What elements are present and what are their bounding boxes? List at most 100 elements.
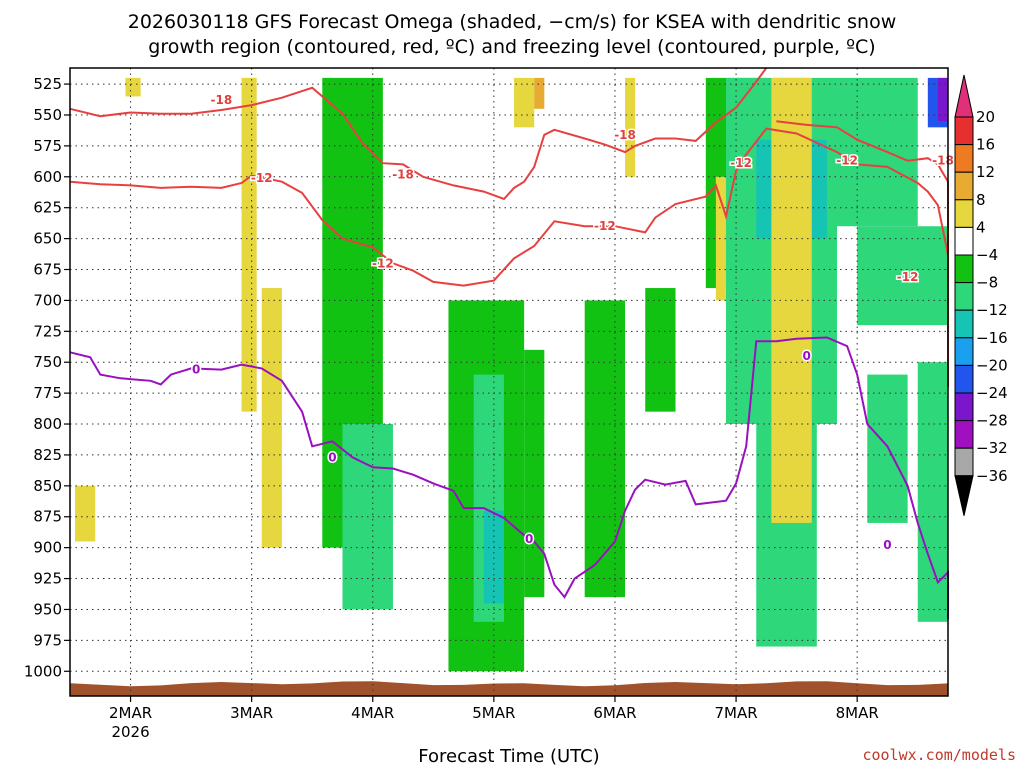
colorbar-label-9: −20 bbox=[976, 356, 1008, 374]
x-tick-label-8MAR: 8MAR bbox=[836, 704, 879, 722]
omega-region-27 bbox=[534, 77, 545, 109]
chart-title-line2: growth region (contoured, red, ºC) and f… bbox=[148, 36, 875, 58]
omega-region-18 bbox=[917, 362, 948, 622]
y-tick-label-900: 900 bbox=[33, 539, 62, 557]
colorbar-label-13: −36 bbox=[976, 467, 1008, 485]
colorbar-swatch-6 bbox=[954, 282, 974, 311]
omega-region-17 bbox=[867, 374, 908, 523]
y-tick-label-650: 650 bbox=[33, 230, 62, 248]
colorbar-label-5: −4 bbox=[976, 246, 998, 264]
y-tick-label-925: 925 bbox=[33, 570, 62, 588]
colorbar-swatch-7 bbox=[954, 309, 974, 339]
omega-region-21 bbox=[241, 77, 257, 412]
contour-label-12: 0 bbox=[525, 532, 533, 546]
contour-label-10: 0 bbox=[192, 363, 200, 377]
colorbar-swatch-11 bbox=[954, 420, 974, 449]
omega-region-8 bbox=[857, 226, 948, 326]
x-tick-label-2MAR: 2MAR bbox=[109, 704, 152, 722]
contour-label-8: -12 bbox=[836, 154, 858, 168]
omega-region-16 bbox=[645, 288, 676, 412]
colorbar-swatch-9 bbox=[954, 364, 974, 394]
colorbar-label-4: 4 bbox=[976, 218, 986, 236]
y-tick-label-800: 800 bbox=[33, 415, 62, 433]
colorbar-label-6: −8 bbox=[976, 274, 998, 292]
contour-label-9: -12 bbox=[897, 270, 919, 284]
omega-region-15 bbox=[524, 349, 545, 598]
colorbar-label-12: −32 bbox=[976, 439, 1008, 457]
x-tick-label-4MAR: 4MAR bbox=[351, 704, 394, 722]
y-tick-label-775: 775 bbox=[33, 384, 62, 402]
y-tick-label-975: 975 bbox=[33, 631, 62, 649]
contour-line-2 bbox=[69, 127, 949, 387]
y-tick-label-675: 675 bbox=[33, 261, 62, 279]
colorbar-swatch-10 bbox=[954, 392, 974, 422]
contour-label-6: -12 bbox=[594, 219, 616, 233]
x-tick-label-3MAR: 3MAR bbox=[230, 704, 273, 722]
omega-region-23 bbox=[625, 77, 636, 177]
colorbar-swatch-3 bbox=[954, 199, 974, 228]
colorbar-swatch-4 bbox=[954, 226, 974, 256]
chart-title-line1: 2026030118 GFS Forecast Omega (shaded, −… bbox=[128, 11, 897, 33]
contour-label-13: 0 bbox=[803, 349, 811, 363]
y-tick-label-525: 525 bbox=[33, 75, 62, 93]
colorbar-label-8: −16 bbox=[976, 329, 1008, 347]
contour-label-5: -12 bbox=[372, 256, 394, 270]
y-tick-label-550: 550 bbox=[33, 106, 62, 124]
omega-region-2 bbox=[483, 510, 504, 604]
colorbar-swatch-8 bbox=[954, 337, 974, 366]
y-tick-label-600: 600 bbox=[33, 168, 62, 186]
y-tick-label-850: 850 bbox=[33, 477, 62, 495]
contour-label-0: -18 bbox=[211, 93, 233, 107]
omega-region-20 bbox=[514, 77, 535, 128]
colorbar-swatch-12 bbox=[954, 447, 974, 477]
colorbar-bottom-triangle bbox=[954, 475, 974, 516]
contour-line-3 bbox=[69, 336, 949, 620]
colorbar-swatch-5 bbox=[954, 254, 974, 284]
y-axis: 525 550 575 600 625 650 675 700 725 750 775 800 825 8… bbox=[24, 75, 70, 680]
y-tick-label-950: 950 bbox=[33, 600, 62, 618]
contour-label-11: 0 bbox=[328, 450, 336, 464]
omega-region-7 bbox=[836, 77, 918, 227]
credit-link[interactable]: coolwx.com/models bbox=[862, 746, 1016, 764]
contour-label-2: -18 bbox=[614, 128, 636, 142]
plot-area: -18 -18 -18 -18 -12 -12 -12 -12 -12 -12 0 0 0 0 0 bbox=[69, 67, 955, 697]
y-tick-label-750: 750 bbox=[33, 353, 62, 371]
plot-frame bbox=[69, 67, 949, 697]
colorbar-label-3: 8 bbox=[976, 191, 986, 209]
colorbar-top-triangle bbox=[954, 74, 974, 118]
colorbar-label-0: 20 bbox=[976, 108, 995, 126]
terrain-ground bbox=[70, 681, 948, 696]
omega-region-25 bbox=[75, 485, 96, 542]
contour-line-0 bbox=[69, 67, 768, 201]
y-tick-label-575: 575 bbox=[33, 137, 62, 155]
contour-label-7: -12 bbox=[730, 156, 752, 170]
contour-label-3: -18 bbox=[932, 154, 954, 168]
colorbar-label-10: −24 bbox=[976, 384, 1008, 402]
colorbar-label-7: −12 bbox=[976, 301, 1008, 319]
contour-label-1: -18 bbox=[392, 167, 414, 181]
colorbar-swatch-0 bbox=[954, 116, 974, 146]
omega-region-24 bbox=[715, 176, 726, 301]
omega-region-26 bbox=[125, 77, 141, 97]
y-tick-label-825: 825 bbox=[33, 446, 62, 464]
contour-label-14: 0 bbox=[883, 538, 891, 552]
x-axis-label: Forecast Time (UTC) bbox=[418, 746, 599, 767]
colorbar: 20 16 12 8 4 −4 −8 −12 −16 −20 −24 −28 −32 −36 bbox=[954, 74, 1008, 516]
y-tick-label-700: 700 bbox=[33, 291, 62, 309]
y-tick-label-725: 725 bbox=[33, 322, 62, 340]
y-tick-label-1000: 1000 bbox=[24, 662, 62, 680]
y-tick-label-875: 875 bbox=[33, 508, 62, 526]
x-tick-sublabel-2MAR: 2026 bbox=[111, 723, 149, 741]
colorbar-label-1: 16 bbox=[976, 136, 995, 154]
colorbar-swatch-1 bbox=[954, 144, 974, 173]
x-tick-label-7MAR: 7MAR bbox=[714, 704, 757, 722]
colorbar-label-2: 12 bbox=[976, 163, 995, 181]
colorbar-swatch-2 bbox=[954, 171, 974, 201]
omega-region-10 bbox=[937, 77, 948, 122]
omega-region-22 bbox=[261, 288, 282, 548]
x-tick-label-6MAR: 6MAR bbox=[593, 704, 636, 722]
y-tick-label-625: 625 bbox=[33, 199, 62, 217]
colorbar-label-11: −28 bbox=[976, 412, 1008, 430]
